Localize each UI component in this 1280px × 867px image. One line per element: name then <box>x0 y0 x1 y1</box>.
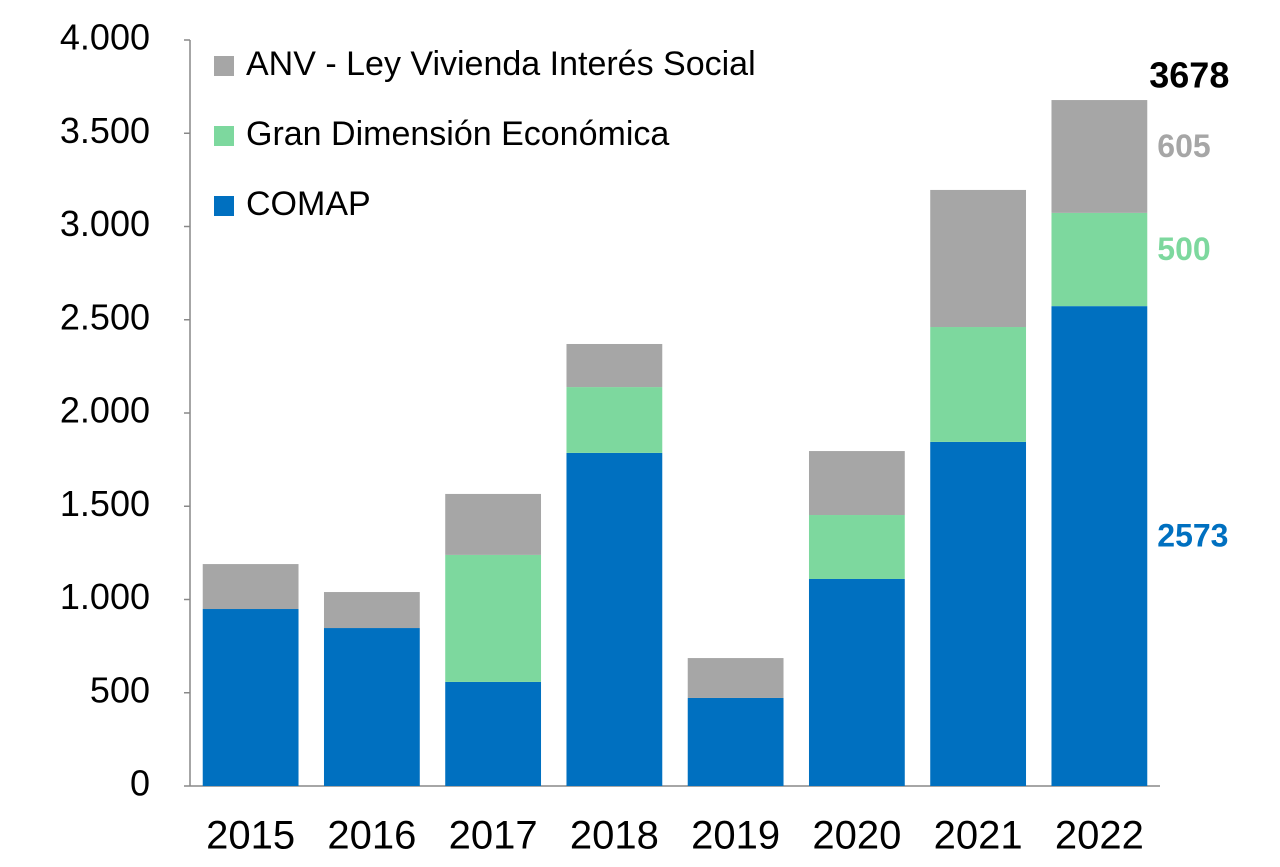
y-tick-label: 3.000 <box>60 203 150 244</box>
bar-segment <box>566 343 663 388</box>
bar-segment <box>1051 306 1148 786</box>
legend-label: Gran Dimensión Económica <box>246 115 669 153</box>
bar-segment <box>1051 100 1148 213</box>
y-tick-label: 0 <box>130 763 150 804</box>
y-tick-label: 500 <box>90 669 150 710</box>
legend-label: ANV - Ley Vivienda Interés Social <box>246 45 756 83</box>
legend-swatch <box>214 56 234 76</box>
bar-segment <box>202 564 299 610</box>
legend-swatch <box>214 196 234 216</box>
x-tick-label: 2021 <box>934 814 1023 858</box>
x-tick-label: 2019 <box>691 814 780 858</box>
bar-segment <box>566 387 663 453</box>
bar-segment <box>930 189 1027 328</box>
total-label: 3678 <box>1149 55 1229 96</box>
bar-segment <box>687 697 784 786</box>
y-tick-label: 2.500 <box>60 296 150 337</box>
y-tick-label: 2.000 <box>60 390 150 431</box>
bar-segment <box>566 452 663 786</box>
bar-segment <box>930 327 1027 442</box>
x-tick-label: 2020 <box>812 814 901 858</box>
bar-segment <box>808 515 905 579</box>
data-label: 500 <box>1157 231 1210 267</box>
bar-segment <box>323 628 420 786</box>
y-tick-label: 1.500 <box>60 483 150 524</box>
y-tick-label: 3.500 <box>60 110 150 151</box>
bar-segment <box>1051 212 1148 307</box>
x-tick-label: 2022 <box>1055 814 1144 858</box>
y-tick-label: 1.000 <box>60 576 150 617</box>
bar-segment <box>445 493 542 555</box>
bar-segment <box>930 441 1027 786</box>
bar-segment <box>323 592 420 629</box>
x-tick-label: 2018 <box>570 814 659 858</box>
legend-label: COMAP <box>246 185 371 223</box>
bar-segment <box>808 578 905 786</box>
x-tick-label: 2017 <box>449 814 538 858</box>
data-label: 2573 <box>1157 518 1228 554</box>
bar-segment <box>445 554 542 682</box>
data-label: 605 <box>1157 128 1210 164</box>
x-tick-label: 2015 <box>206 814 295 858</box>
bar-segment <box>202 609 299 786</box>
bar-segment <box>808 451 905 516</box>
legend-swatch <box>214 126 234 146</box>
x-tick-label: 2016 <box>327 814 416 858</box>
bar-segment <box>687 658 784 698</box>
y-tick-label: 4.000 <box>60 17 150 58</box>
bar-segment <box>445 681 542 786</box>
